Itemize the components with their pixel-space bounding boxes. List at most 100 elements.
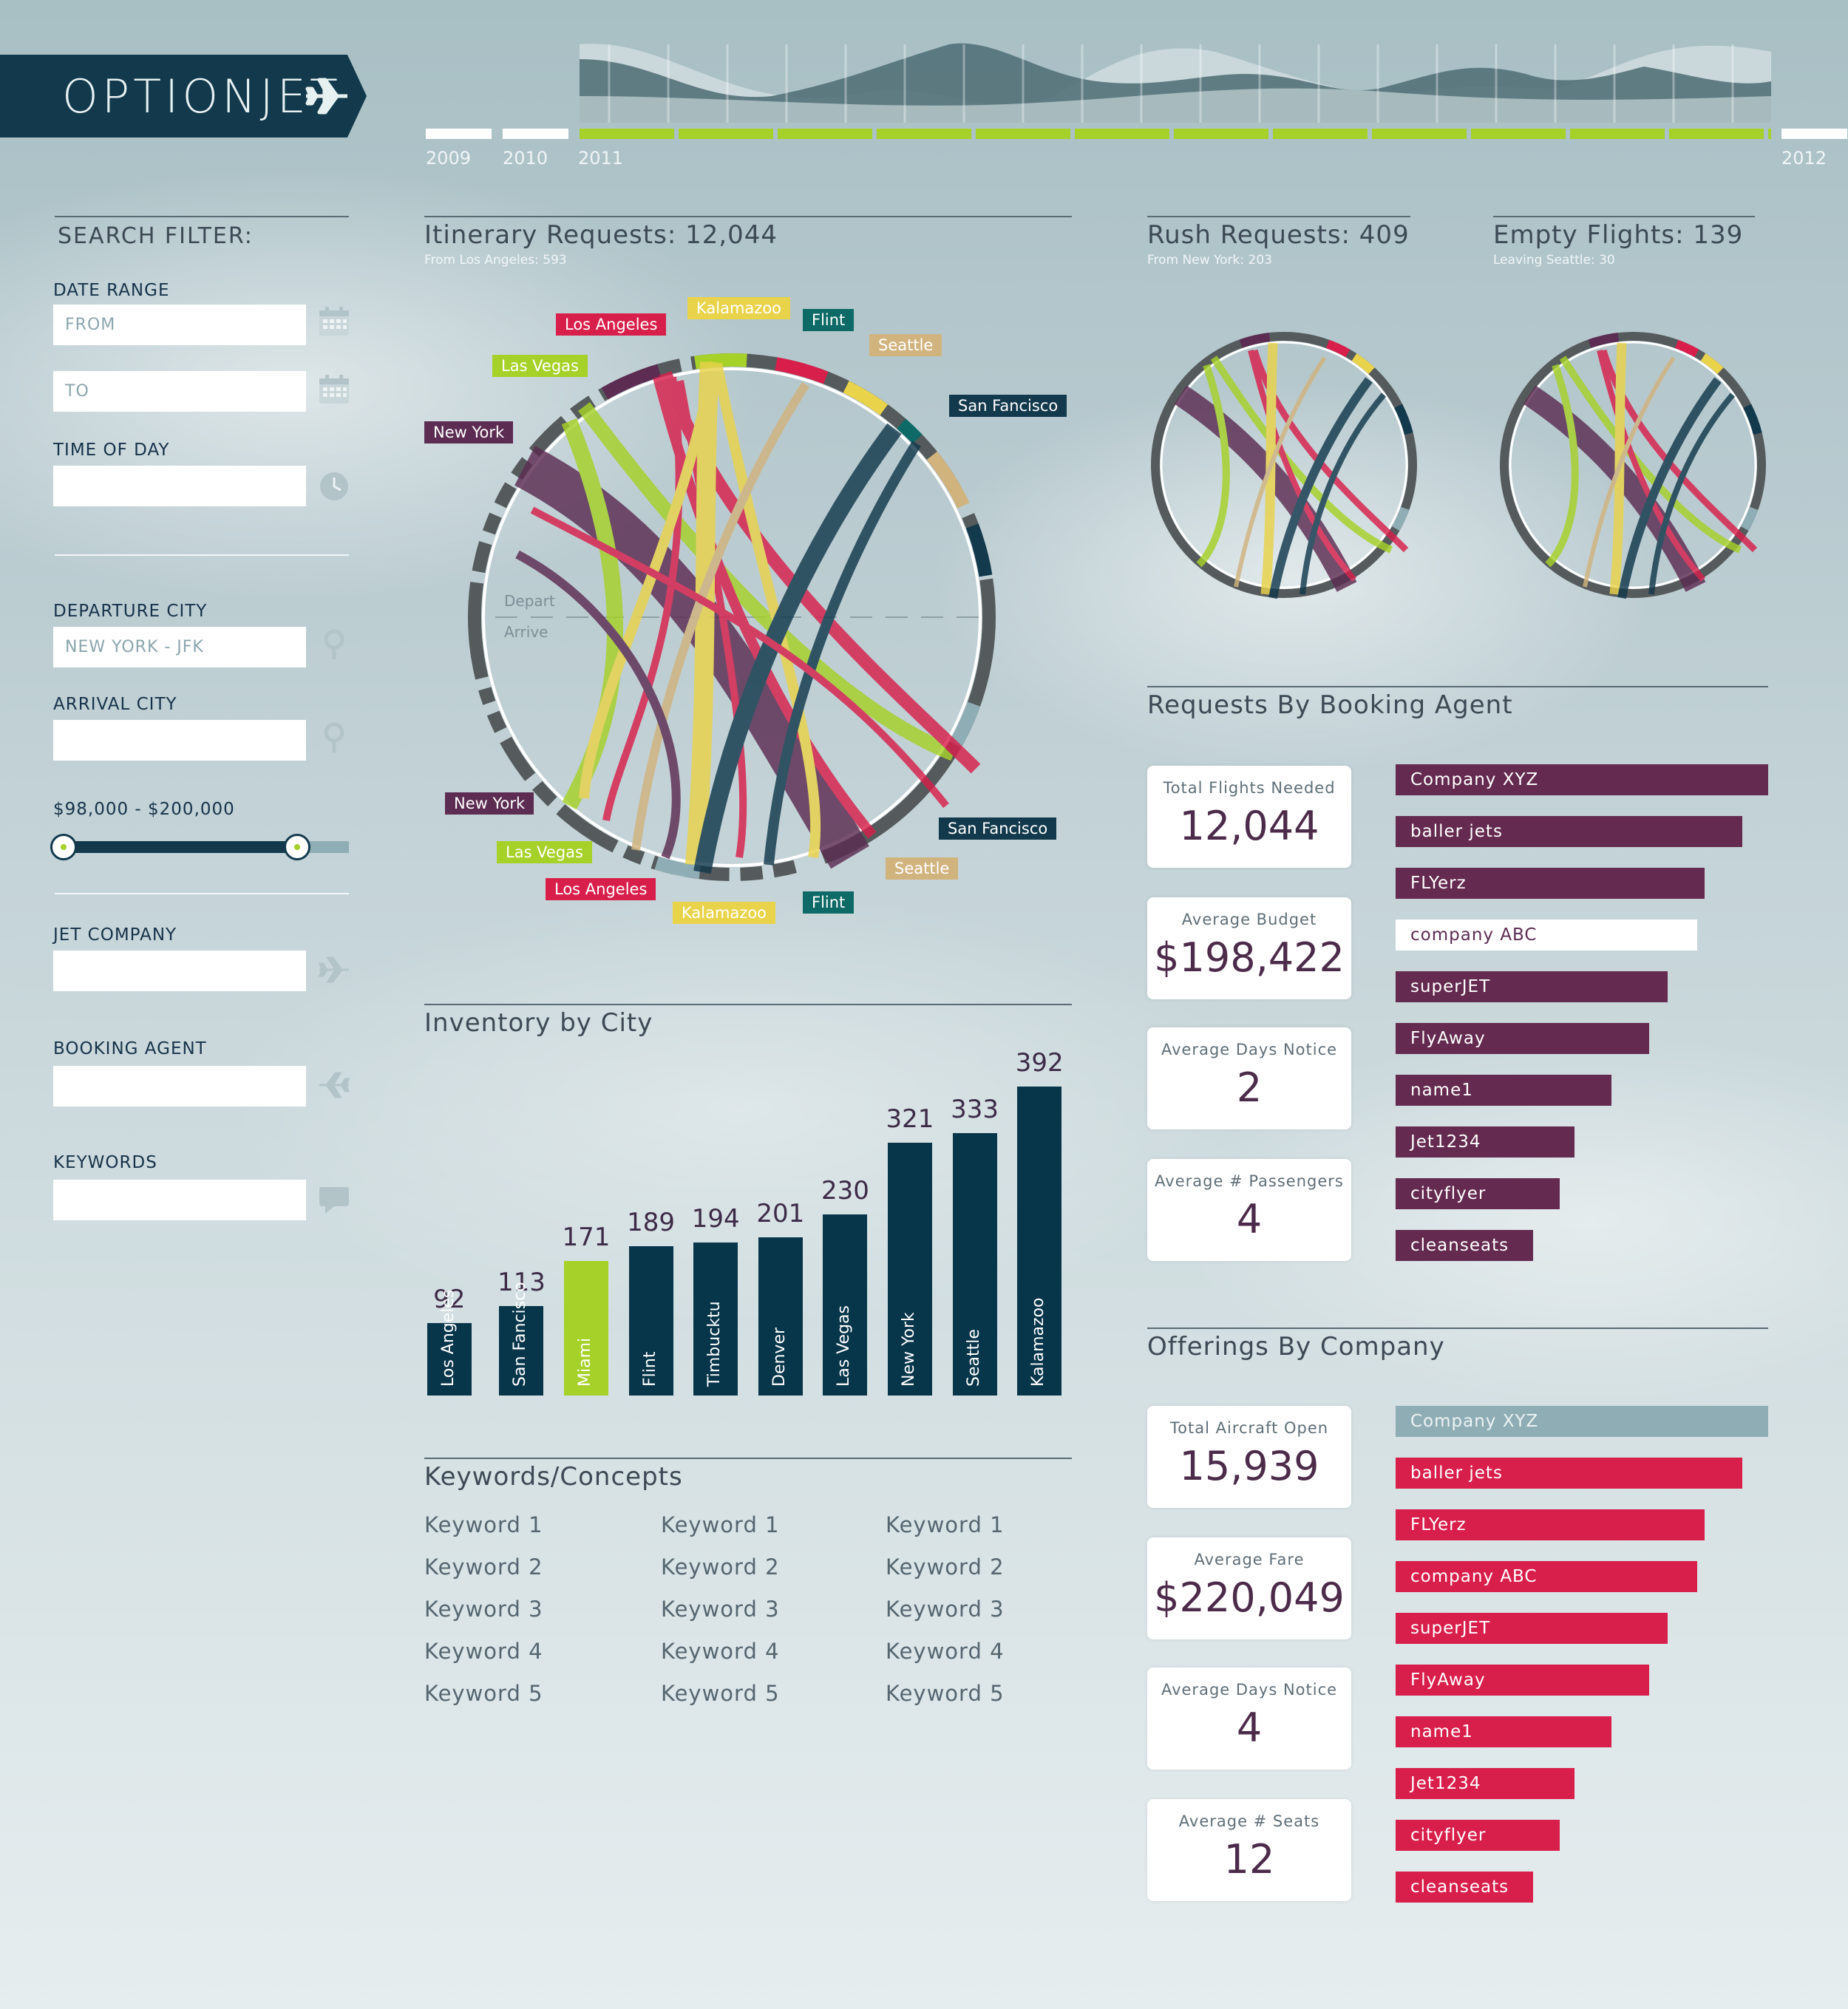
company-offering-bar[interactable]: name1 [1396, 1716, 1612, 1747]
timeline-label-2011: 2011 [578, 148, 624, 169]
keyword-item[interactable]: Keyword 2 [886, 1554, 1005, 1580]
inventory-bar[interactable] [564, 1260, 608, 1396]
timeline-label-2010: 2010 [503, 148, 548, 169]
inventory-bar-value: 171 [562, 1222, 611, 1252]
keyword-item[interactable]: Keyword 5 [886, 1681, 1005, 1706]
chord-label-los-angeles-bottom[interactable]: Los Angeles [546, 878, 656, 900]
inventory-bar[interactable] [693, 1243, 738, 1396]
rush-subtitle: From New York: 203 [1147, 253, 1272, 268]
stat-value: 2 [1236, 1064, 1263, 1111]
location-pin-icon[interactable] [318, 628, 350, 661]
inventory-bar[interactable] [823, 1214, 868, 1396]
keyword-item[interactable]: Keyword 5 [661, 1681, 780, 1706]
company-offering-bar[interactable]: cityflyer [1396, 1820, 1560, 1851]
inventory-bar[interactable] [1017, 1086, 1062, 1396]
chord-label-seattle-top[interactable]: Seattle [869, 334, 942, 356]
chord-label-seattle-bottom[interactable]: Seattle [886, 857, 959, 880]
time-of-day-input[interactable] [53, 466, 306, 506]
booking-agent-bar[interactable]: Jet1234 [1396, 1126, 1574, 1158]
inventory-bar[interactable] [427, 1322, 472, 1396]
empty-flights-chord-diagram[interactable] [1496, 328, 1770, 602]
chord-label-new-york-top[interactable]: New York [424, 421, 514, 443]
inventory-bar[interactable] [628, 1246, 673, 1396]
booking-agent-input[interactable] [53, 1066, 306, 1107]
chord-label-flint-top[interactable]: Flint [803, 309, 855, 331]
booking-agent-bar[interactable]: FLYerz [1396, 868, 1705, 899]
price-max-handle[interactable] [284, 834, 310, 860]
company-offering-bar[interactable]: cleanseats [1396, 1872, 1534, 1903]
booking-agent-bar[interactable]: cityflyer [1396, 1178, 1560, 1209]
company-offering-bar[interactable]: Company XYZ [1396, 1406, 1768, 1437]
keyword-item[interactable]: Keyword 1 [424, 1512, 543, 1537]
inventory-bar[interactable] [499, 1306, 544, 1396]
clock-icon[interactable] [318, 470, 350, 503]
rush-chord-diagram[interactable] [1147, 328, 1421, 602]
booking-agent-bar[interactable]: FlyAway [1396, 1023, 1649, 1054]
keyword-item[interactable]: Keyword 4 [661, 1639, 780, 1664]
keyword-item[interactable]: Keyword 2 [661, 1554, 780, 1580]
inventory-bar-value: 92 [433, 1284, 466, 1314]
keyword-item[interactable]: Keyword 3 [661, 1597, 780, 1622]
booking-agent-bar[interactable]: name1 [1396, 1075, 1612, 1106]
timeline-wave[interactable] [580, 30, 1771, 123]
chord-label-kalamazoo-bottom[interactable]: Kalamazoo [673, 902, 776, 924]
keyword-item[interactable]: Keyword 2 [424, 1554, 543, 1580]
inventory-bar[interactable] [952, 1132, 997, 1396]
timeline-selection-range[interactable] [580, 129, 1771, 139]
inventory-bar[interactable] [758, 1237, 803, 1396]
location-pin-icon[interactable] [318, 721, 350, 754]
chord-label-las-vegas-top[interactable]: Las Vegas [492, 355, 588, 377]
offerings-title: Offerings By Company [1147, 1332, 1445, 1362]
stat-card-total-aircraft-open: Total Aircraft Open 15,939 [1147, 1406, 1351, 1508]
keyword-item[interactable]: Keyword 4 [424, 1639, 543, 1664]
app-logo[interactable]: OPTIONJET [0, 55, 367, 137]
company-offering-bar[interactable]: Jet1234 [1396, 1768, 1574, 1799]
speech-bubble-icon[interactable] [318, 1184, 350, 1217]
timeline-segment-2010[interactable] [503, 129, 568, 139]
keyword-item[interactable]: Keyword 3 [886, 1597, 1005, 1622]
date-to-input[interactable] [53, 371, 306, 412]
chord-label-flint-bottom[interactable]: Flint [803, 891, 855, 914]
arrival-city-input[interactable] [53, 720, 306, 761]
airplane-left-icon[interactable] [318, 1069, 350, 1101]
inventory-top-rule [424, 1004, 1072, 1005]
keyword-item[interactable]: Keyword 3 [424, 1597, 543, 1622]
booking-agent-bar[interactable]: Company XYZ [1396, 764, 1768, 795]
stat-label: Average Days Notice [1161, 1681, 1338, 1699]
company-offering-bar[interactable]: FlyAway [1396, 1665, 1649, 1696]
calendar-icon[interactable] [318, 374, 350, 407]
company-offering-bar[interactable]: superJET [1396, 1613, 1668, 1644]
booking-agent-bar[interactable]: company ABC [1396, 919, 1698, 951]
chord-label-san-fancisco-top[interactable]: San Fancisco [949, 395, 1067, 417]
keyword-item[interactable]: Keyword 4 [886, 1639, 1005, 1664]
date-from-input[interactable] [53, 305, 306, 345]
inventory-bar-chart[interactable]: 92 Los Angeles 113 San Fancisco 171 Miami 189 F… [424, 1035, 1072, 1397]
company-offering-bar[interactable]: company ABC [1396, 1561, 1698, 1592]
timeline-segment-2012[interactable] [1781, 129, 1847, 139]
chord-label-kalamazoo-top[interactable]: Kalamazoo [687, 297, 791, 319]
keyword-item[interactable]: Keyword 1 [886, 1512, 1005, 1537]
company-offering-bar[interactable]: baller jets [1396, 1458, 1742, 1489]
company-offering-bar[interactable]: FLYerz [1396, 1509, 1705, 1540]
departure-city-input[interactable] [53, 627, 306, 667]
keyword-item[interactable]: Keyword 1 [661, 1512, 780, 1537]
keyword-item[interactable]: Keyword 5 [424, 1681, 543, 1706]
itinerary-chord-diagram[interactable]: Depart Arrive [458, 325, 1035, 902]
timeline-segment-2009[interactable] [426, 129, 492, 139]
calendar-icon[interactable] [318, 306, 350, 339]
airplane-icon[interactable] [318, 953, 350, 986]
price-min-handle[interactable] [50, 834, 77, 860]
inventory-bar[interactable] [888, 1142, 932, 1396]
jet-company-input[interactable] [53, 951, 306, 991]
itinerary-subtitle: From Los Angeles: 593 [424, 253, 567, 268]
chord-label-las-vegas-bottom[interactable]: Las Vegas [497, 841, 592, 863]
booking-agent-bar[interactable]: baller jets [1396, 816, 1742, 847]
booking-agent-bar[interactable]: cleanseats [1396, 1230, 1534, 1261]
offerings-company-bar-list: Company XYZ baller jets FLYerz company ABC s… [1396, 1406, 1768, 1923]
chord-label-los-angeles-top[interactable]: Los Angeles [556, 313, 667, 336]
chord-label-new-york-bottom[interactable]: New York [445, 792, 534, 815]
chord-label-san-fancisco-bottom[interactable]: San Fancisco [939, 817, 1057, 840]
price-range-slider[interactable] [50, 834, 349, 860]
booking-agent-bar[interactable]: superJET [1396, 971, 1668, 1002]
keywords-input[interactable] [53, 1180, 306, 1220]
